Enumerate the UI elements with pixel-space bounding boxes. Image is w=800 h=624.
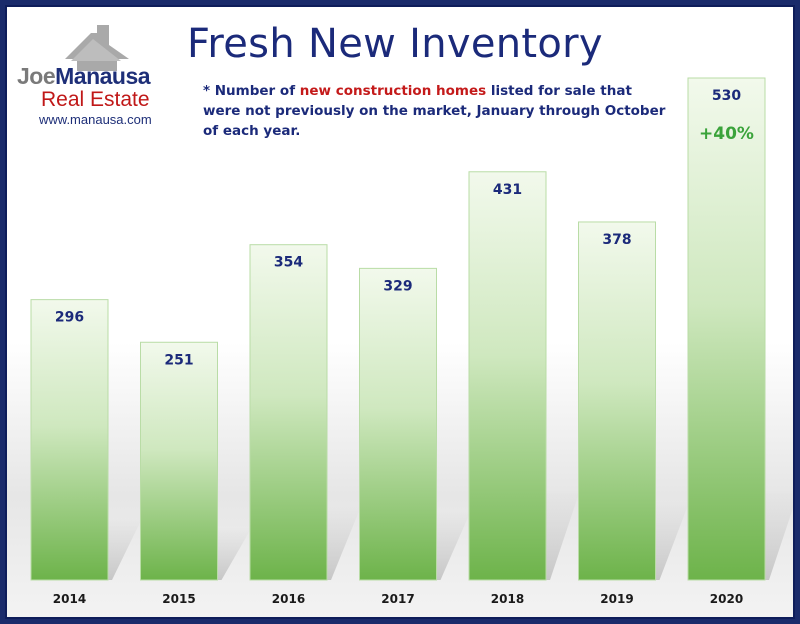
- x-tick-2016: 2016: [272, 592, 305, 606]
- chart-title: Fresh New Inventory: [187, 21, 603, 67]
- data-label-2016: 354: [274, 255, 303, 271]
- x-tick-2019: 2019: [600, 592, 633, 606]
- bar-2017: [359, 267, 437, 581]
- bar-2020: [687, 77, 766, 581]
- company-logo: JoeManausa Real Estate www.manausa.com: [11, 15, 186, 127]
- bar-2019: [578, 221, 656, 581]
- subtitle-highlight: new construction homes: [299, 83, 487, 99]
- chart-frame: JoeManausa Real Estate www.manausa.com F…: [5, 5, 795, 619]
- x-tick-2014: 2014: [53, 592, 86, 606]
- logo-website: www.manausa.com: [39, 112, 152, 127]
- bar-2014: [30, 299, 109, 581]
- x-tick-2020: 2020: [710, 592, 743, 606]
- x-tick-2015: 2015: [162, 592, 195, 606]
- bar-2018: [468, 171, 547, 581]
- growth-annotation: +40%: [699, 124, 754, 144]
- data-label-2014: 296: [55, 310, 84, 326]
- subtitle-suffix: listed for sale that were not previously…: [203, 83, 666, 139]
- chart-subtitle: * Number of new construction homes liste…: [203, 81, 673, 141]
- bar-2015: [140, 341, 218, 581]
- data-label-2017: 329: [383, 278, 412, 294]
- house-icon: [65, 25, 129, 71]
- x-tick-2017: 2017: [381, 592, 414, 606]
- x-tick-2018: 2018: [491, 592, 524, 606]
- logo-company: Real Estate: [41, 88, 150, 111]
- bar-chart: 296 2014 251 2015 354 2016 329 2017 431 2018 378 20…: [30, 77, 793, 606]
- data-label-2015: 251: [164, 352, 193, 368]
- data-label-2019: 378: [602, 232, 631, 248]
- bar-2016: [249, 244, 328, 581]
- logo-name: JoeManausa: [17, 63, 151, 89]
- data-label-2020: 530: [712, 88, 741, 104]
- data-label-2018: 431: [493, 182, 522, 198]
- subtitle-prefix: * Number of: [203, 83, 300, 99]
